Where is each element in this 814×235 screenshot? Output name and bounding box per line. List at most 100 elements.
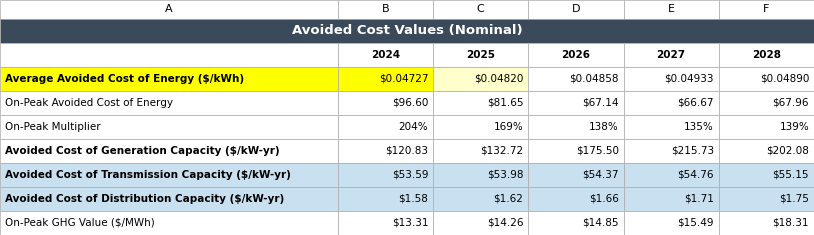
Bar: [624, 43, 719, 67]
Bar: [719, 163, 814, 187]
Bar: [338, 115, 433, 139]
Bar: [624, 67, 719, 91]
Bar: [0, 19, 814, 43]
Bar: [433, 211, 528, 235]
Bar: [624, 187, 719, 211]
Bar: [624, 211, 719, 235]
Text: $14.26: $14.26: [487, 218, 523, 228]
Bar: [0, 43, 338, 67]
Text: 138%: 138%: [589, 122, 619, 132]
Text: $96.60: $96.60: [392, 98, 428, 108]
Text: $132.72: $132.72: [480, 146, 523, 156]
Bar: [0, 115, 338, 139]
Text: On-Peak Avoided Cost of Energy: On-Peak Avoided Cost of Energy: [5, 98, 173, 108]
Bar: [528, 115, 624, 139]
Bar: [624, 139, 719, 163]
Bar: [338, 211, 433, 235]
Bar: [433, 67, 528, 91]
Text: B: B: [382, 4, 389, 14]
Text: $1.75: $1.75: [779, 194, 809, 204]
Text: F: F: [764, 4, 769, 14]
Bar: [0, 163, 338, 187]
Text: Avoided Cost of Generation Capacity ($/kW-yr): Avoided Cost of Generation Capacity ($/k…: [5, 146, 279, 156]
Text: $175.50: $175.50: [575, 146, 619, 156]
Text: $1.62: $1.62: [493, 194, 523, 204]
Text: $14.85: $14.85: [582, 218, 619, 228]
Bar: [528, 211, 624, 235]
Bar: [433, 139, 528, 163]
Text: $0.04820: $0.04820: [474, 74, 523, 84]
Text: $120.83: $120.83: [385, 146, 428, 156]
Text: $66.67: $66.67: [677, 98, 714, 108]
Bar: [338, 0, 433, 19]
Text: $202.08: $202.08: [766, 146, 809, 156]
Text: A: A: [165, 4, 173, 14]
Bar: [624, 163, 719, 187]
Bar: [719, 43, 814, 67]
Bar: [624, 115, 719, 139]
Bar: [719, 91, 814, 115]
Bar: [528, 0, 624, 19]
Bar: [528, 43, 624, 67]
Bar: [528, 67, 624, 91]
Text: $215.73: $215.73: [671, 146, 714, 156]
Bar: [719, 139, 814, 163]
Text: $15.49: $15.49: [677, 218, 714, 228]
Text: C: C: [477, 4, 484, 14]
Bar: [719, 211, 814, 235]
Bar: [0, 91, 338, 115]
Text: On-Peak Multiplier: On-Peak Multiplier: [5, 122, 100, 132]
Bar: [433, 0, 528, 19]
Bar: [624, 91, 719, 115]
Text: $81.65: $81.65: [487, 98, 523, 108]
Text: On-Peak GHG Value ($/MWh): On-Peak GHG Value ($/MWh): [5, 218, 155, 228]
Text: $0.04727: $0.04727: [379, 74, 428, 84]
Text: Avoided Cost of Transmission Capacity ($/kW-yr): Avoided Cost of Transmission Capacity ($…: [5, 170, 291, 180]
Bar: [719, 0, 814, 19]
Bar: [338, 139, 433, 163]
Text: $1.66: $1.66: [589, 194, 619, 204]
Bar: [719, 67, 814, 91]
Bar: [433, 163, 528, 187]
Text: $54.37: $54.37: [582, 170, 619, 180]
Bar: [719, 187, 814, 211]
Bar: [528, 187, 624, 211]
Bar: [433, 187, 528, 211]
Text: $0.04858: $0.04858: [569, 74, 619, 84]
Text: $67.14: $67.14: [582, 98, 619, 108]
Bar: [0, 139, 338, 163]
Text: $13.31: $13.31: [392, 218, 428, 228]
Text: $53.59: $53.59: [392, 170, 428, 180]
Bar: [433, 91, 528, 115]
Bar: [0, 67, 338, 91]
Bar: [624, 0, 719, 19]
Bar: [338, 67, 433, 91]
Bar: [0, 0, 338, 19]
Text: 2027: 2027: [657, 50, 685, 60]
Text: 139%: 139%: [779, 122, 809, 132]
Text: $0.04890: $0.04890: [759, 74, 809, 84]
Text: Avoided Cost of Distribution Capacity ($/kW-yr): Avoided Cost of Distribution Capacity ($…: [5, 194, 284, 204]
Text: 2026: 2026: [562, 50, 590, 60]
Bar: [719, 115, 814, 139]
Bar: [338, 43, 433, 67]
Bar: [528, 91, 624, 115]
Text: 2028: 2028: [752, 50, 781, 60]
Bar: [338, 91, 433, 115]
Text: 169%: 169%: [493, 122, 523, 132]
Text: $67.96: $67.96: [772, 98, 809, 108]
Bar: [0, 187, 338, 211]
Text: 2025: 2025: [466, 50, 495, 60]
Text: $54.76: $54.76: [677, 170, 714, 180]
Text: $53.98: $53.98: [487, 170, 523, 180]
Text: Avoided Cost Values (Nominal): Avoided Cost Values (Nominal): [291, 24, 523, 37]
Text: Average Avoided Cost of Energy ($/kWh): Average Avoided Cost of Energy ($/kWh): [5, 74, 244, 84]
Text: $55.15: $55.15: [772, 170, 809, 180]
Bar: [0, 211, 338, 235]
Text: $1.58: $1.58: [398, 194, 428, 204]
Text: $1.71: $1.71: [684, 194, 714, 204]
Bar: [528, 163, 624, 187]
Text: 204%: 204%: [399, 122, 428, 132]
Bar: [433, 115, 528, 139]
Bar: [338, 187, 433, 211]
